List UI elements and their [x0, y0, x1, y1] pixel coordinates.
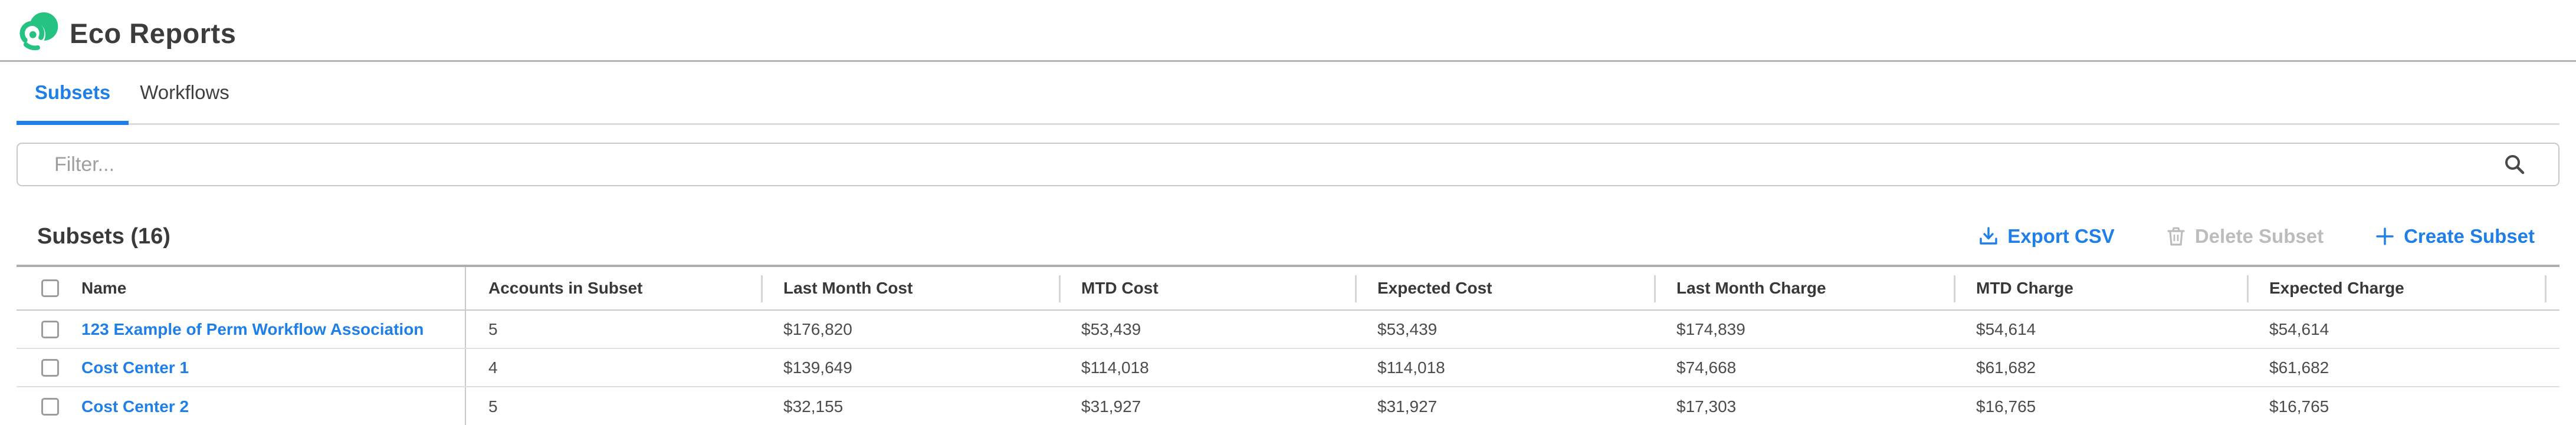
expected-cost-cell: $53,439	[1377, 319, 1438, 338]
search-icon[interactable]	[2503, 153, 2526, 176]
accounts-in-subset-cell: 4	[488, 358, 498, 377]
expected-charge-cell: $61,682	[2269, 358, 2329, 377]
create-subset-button[interactable]: Create Subset	[2374, 225, 2535, 248]
tab-workflows[interactable]: Workflows	[140, 81, 229, 103]
table-row: Cost Center 1 4 $139,649 $114,018 $114,0…	[17, 349, 2559, 387]
filter-input[interactable]	[17, 143, 2559, 186]
row-spacer-cell	[2545, 349, 2559, 386]
delete-subset-label: Delete Subset	[2194, 225, 2324, 247]
row-checkbox[interactable]	[41, 358, 59, 377]
subset-name-link[interactable]: 123 Example of Perm Workflow Association	[81, 319, 424, 338]
name-cell: 123 Example of Perm Workflow Association	[17, 311, 466, 348]
trash-icon	[2167, 227, 2185, 246]
name-cell: Cost Center 1	[17, 349, 466, 386]
subset-name-link[interactable]: Cost Center 2	[81, 397, 189, 416]
column-header-mtd-charge: MTD Charge	[1954, 267, 2247, 309]
mtd-cost-cell: $114,018	[1081, 358, 1149, 377]
table-header-row: Name Accounts in Subset Last Month Cost …	[17, 267, 2559, 311]
plus-icon	[2376, 228, 2394, 245]
column-header-last-month-charge: Last Month Charge	[1654, 267, 1954, 309]
filter-bar	[17, 143, 2559, 186]
toolbar-actions: Export CSV Delete Subset Create Subset	[1978, 225, 2535, 248]
header-spacer-cell	[2545, 267, 2559, 309]
column-header-mtd-cost: MTD Cost	[1059, 267, 1355, 309]
mtd-charge-cell: $61,682	[1976, 358, 2036, 377]
create-subset-label: Create Subset	[2404, 225, 2535, 247]
eco-logo-icon	[19, 12, 58, 51]
table-body: 123 Example of Perm Workflow Association…	[17, 311, 2559, 425]
last-month-cost-cell: $176,820	[783, 319, 852, 338]
column-header-accounts-in-subset: Accounts in Subset	[488, 279, 643, 297]
name-cell: Cost Center 2	[17, 387, 466, 425]
page-title: Eco Reports	[70, 17, 237, 49]
header-cell-name: Name	[17, 267, 466, 309]
subset-name-link[interactable]: Cost Center 1	[81, 358, 189, 377]
row-spacer-cell	[2545, 311, 2559, 348]
mtd-charge-cell: $16,765	[1976, 397, 2036, 416]
toolbar: Subsets (16) Export CSV Delete Subset	[37, 212, 2535, 261]
download-icon	[1980, 227, 1997, 245]
mtd-cost-cell: $53,439	[1081, 319, 1141, 338]
subsets-table: Name Accounts in Subset Last Month Cost …	[17, 265, 2559, 425]
table-row: 123 Example of Perm Workflow Association…	[17, 311, 2559, 349]
expected-cost-cell: $31,927	[1377, 397, 1438, 416]
table-row: Cost Center 2 5 $32,155 $31,927 $31,927 …	[17, 387, 2559, 425]
column-header-name: Name	[81, 279, 127, 297]
accounts-in-subset-cell: 5	[488, 319, 498, 338]
tab-subsets[interactable]: Subsets	[17, 62, 129, 125]
mtd-charge-cell: $54,614	[1976, 319, 2036, 338]
app-header: Eco Reports	[0, 0, 2576, 62]
tab-bar: Subsets Workflows	[17, 62, 2559, 125]
last-month-charge-cell: $17,303	[1676, 397, 1737, 416]
mtd-cost-cell: $31,927	[1081, 397, 1141, 416]
subsets-count-heading: Subsets (16)	[37, 223, 170, 249]
expected-charge-cell: $54,614	[2269, 319, 2329, 338]
accounts-in-subset-cell: 5	[488, 397, 498, 416]
expected-charge-cell: $16,765	[2269, 397, 2329, 416]
expected-cost-cell: $114,018	[1377, 358, 1445, 377]
export-csv-label: Export CSV	[2007, 225, 2115, 247]
column-header-expected-cost: Expected Cost	[1355, 267, 1654, 309]
delete-subset-button[interactable]: Delete Subset	[2165, 225, 2324, 248]
select-all-checkbox[interactable]	[41, 279, 59, 297]
row-checkbox[interactable]	[41, 397, 59, 416]
export-csv-button[interactable]: Export CSV	[1978, 225, 2115, 248]
last-month-charge-cell: $174,839	[1676, 319, 1745, 338]
column-header-expected-charge: Expected Charge	[2247, 267, 2545, 309]
row-checkbox[interactable]	[41, 320, 59, 338]
column-header-last-month-cost: Last Month Cost	[761, 267, 1059, 309]
row-spacer-cell	[2545, 387, 2559, 425]
last-month-cost-cell: $32,155	[783, 397, 844, 416]
last-month-charge-cell: $74,668	[1676, 358, 1737, 377]
last-month-cost-cell: $139,649	[783, 358, 852, 377]
